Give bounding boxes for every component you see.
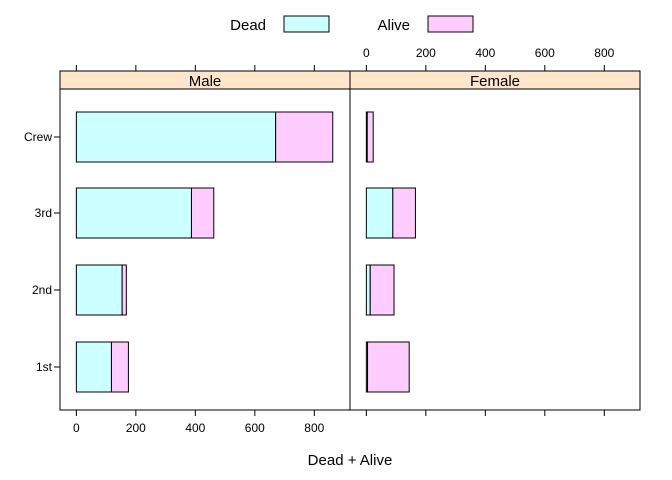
y-tick-label-crew: Crew	[24, 130, 52, 144]
legend-label-dead: Dead	[230, 17, 266, 34]
legend-key-dead	[283, 15, 330, 33]
bar-female-1st-alive	[367, 341, 410, 393]
panel-border-female	[349, 70, 641, 411]
bar-female-3rd-dead	[365, 187, 394, 239]
bar-male-1st-alive	[110, 341, 129, 393]
y-axis: Crew 3rd 2nd 1st	[24, 130, 60, 374]
x-tick-label-bottom-400: 400	[185, 421, 205, 435]
x-axis-bottom: 0 200 400 600 800	[73, 410, 605, 435]
bar-male-2nd-alive	[121, 264, 127, 316]
bar-female-3rd-alive	[392, 187, 416, 239]
y-tick-label-1st: 1st	[36, 360, 53, 374]
bar-male-2nd-dead	[75, 264, 123, 316]
bar-male-3rd-dead	[75, 187, 192, 239]
strip-label-female: Female	[470, 73, 520, 90]
bar-female-2nd-alive	[369, 264, 395, 316]
x-tick-label-bottom-0: 0	[73, 421, 80, 435]
legend-label-alive: Alive	[377, 17, 410, 34]
x-axis-top: 0 200 400 600 800	[75, 46, 615, 71]
y-tick-label-3rd: 3rd	[35, 206, 52, 220]
x-tick-label-bottom-600: 600	[245, 421, 265, 435]
legend: Dead Alive	[230, 15, 474, 34]
x-axis-title: Dead + Alive	[308, 452, 393, 469]
bar-female-2nd-dead	[365, 264, 371, 316]
x-tick-label-top-600: 600	[535, 46, 555, 60]
x-tick-label-top-0: 0	[363, 46, 370, 60]
bar-male-1st-dead	[75, 341, 112, 393]
x-tick-label-top-200: 200	[416, 46, 436, 60]
bar-male-3rd-alive	[190, 187, 215, 239]
x-tick-label-bottom-200: 200	[126, 421, 146, 435]
bar-female-crew-alive	[366, 111, 374, 163]
x-tick-label-top-400: 400	[475, 46, 495, 60]
y-tick-label-2nd: 2nd	[32, 283, 52, 297]
bar-male-crew-alive	[275, 111, 334, 163]
bar-male-crew-dead	[75, 111, 277, 163]
legend-key-alive	[427, 15, 474, 33]
panel-female: Female	[349, 70, 641, 411]
panels: Male Female	[59, 70, 641, 411]
x-tick-label-top-800: 800	[594, 46, 614, 60]
x-tick-label-bottom-800: 800	[304, 421, 324, 435]
panel-male: Male	[59, 70, 351, 411]
strip-label-male: Male	[189, 73, 222, 90]
